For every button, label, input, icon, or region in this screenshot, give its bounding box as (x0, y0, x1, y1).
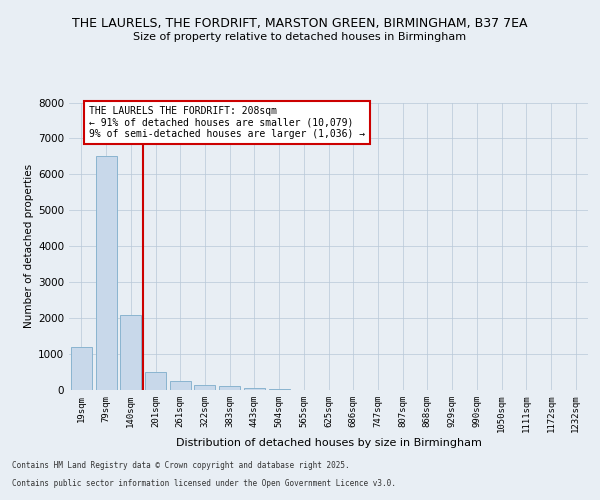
Bar (194, 384, 215, 390)
Text: Contains HM Land Registry data © Crown copyright and database right 2025.: Contains HM Land Registry data © Crown c… (12, 461, 350, 470)
Text: THE LAURELS, THE FORDRIFT, MARSTON GREEN, BIRMINGHAM, B37 7EA: THE LAURELS, THE FORDRIFT, MARSTON GREEN… (72, 18, 528, 30)
X-axis label: Distribution of detached houses by size in Birmingham: Distribution of detached houses by size … (176, 438, 481, 448)
Bar (219, 386, 240, 390)
Bar (71, 347, 92, 390)
Text: Contains public sector information licensed under the Open Government Licence v3: Contains public sector information licen… (12, 478, 396, 488)
Bar (145, 372, 166, 390)
Text: Size of property relative to detached houses in Birmingham: Size of property relative to detached ho… (133, 32, 467, 42)
Text: THE LAURELS THE FORDRIFT: 208sqm
← 91% of detached houses are smaller (10,079)
9: THE LAURELS THE FORDRIFT: 208sqm ← 91% o… (89, 106, 365, 140)
Y-axis label: Number of detached properties: Number of detached properties (24, 164, 34, 328)
Bar (120, 314, 141, 390)
Bar (95, 156, 116, 390)
Bar (170, 381, 191, 390)
Bar (244, 388, 265, 390)
